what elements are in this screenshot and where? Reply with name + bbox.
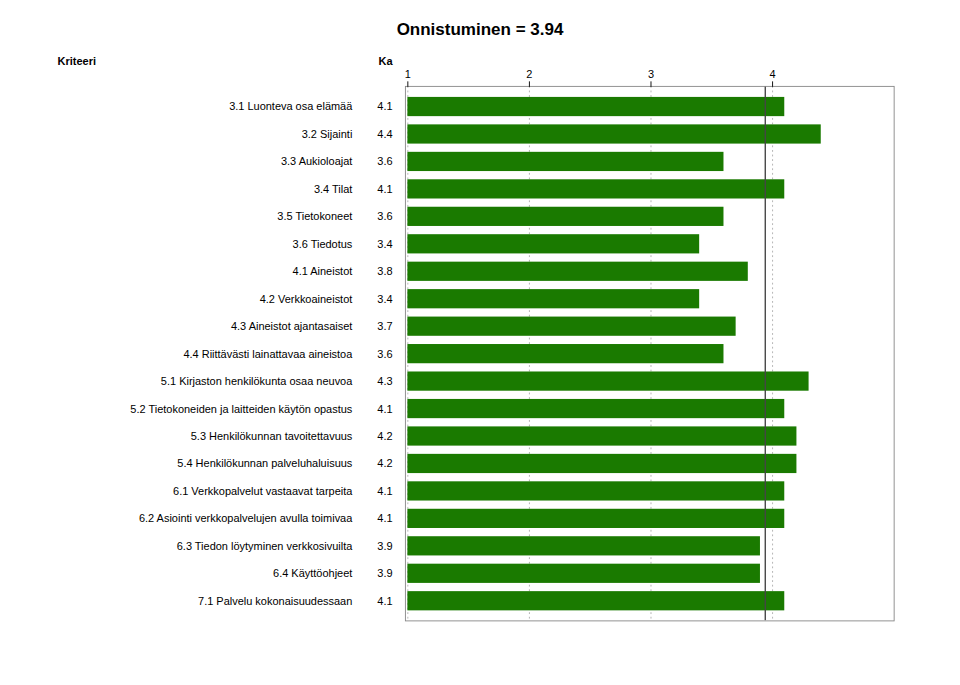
svg-text:7.1 Palvelu kokonaisuudessaan: 7.1 Palvelu kokonaisuudessaan [198,595,352,607]
svg-text:4.1: 4.1 [377,100,392,112]
svg-text:3.2 Sijainti: 3.2 Sijainti [302,128,353,140]
svg-text:3.5 Tietokoneet: 3.5 Tietokoneet [277,210,352,222]
svg-text:4.2 Verkkoaineistot: 4.2 Verkkoaineistot [260,293,353,305]
svg-text:4.1: 4.1 [377,595,392,607]
svg-text:3.4: 3.4 [377,238,392,250]
svg-text:6.4 Käyttöohjeet: 6.4 Käyttöohjeet [273,567,352,579]
svg-text:3: 3 [648,68,654,80]
svg-text:4.1: 4.1 [377,512,392,524]
svg-text:3.1 Luonteva osa elämää: 3.1 Luonteva osa elämää [229,100,353,112]
svg-text:3.9: 3.9 [377,567,392,579]
svg-text:5.2 Tietokoneiden ja laitteide: 5.2 Tietokoneiden ja laitteiden käytön o… [130,403,352,415]
svg-text:4: 4 [770,68,776,80]
svg-text:3.6: 3.6 [377,210,392,222]
svg-text:3.3 Aukioloajat: 3.3 Aukioloajat [281,155,352,167]
svg-text:4.3: 4.3 [377,375,392,387]
svg-text:4.3 Aineistot ajantasaiset: 4.3 Aineistot ajantasaiset [231,320,352,332]
svg-text:5.1 Kirjaston henkilökunta osa: 5.1 Kirjaston henkilökunta osaa neuvoa [161,375,353,387]
svg-text:3.4 Tilat: 3.4 Tilat [314,183,352,195]
svg-text:5.3 Henkilökunnan tavoitettavu: 5.3 Henkilökunnan tavoitettavuus [191,430,353,442]
svg-text:4.1: 4.1 [377,183,392,195]
svg-text:3.6 Tiedotus: 3.6 Tiedotus [293,238,353,250]
svg-text:Kriteeri: Kriteeri [58,55,96,67]
svg-text:4.1: 4.1 [377,485,392,497]
svg-text:2: 2 [526,68,532,80]
svg-text:4.1 Aineistot: 4.1 Aineistot [293,265,353,277]
html-text:Onnistuminen = 3.94: Onnistuminen = 3.94 [396,20,564,39]
svg-text:4.2: 4.2 [377,430,392,442]
svg-text:3.9: 3.9 [377,540,392,552]
svg-text:4.4 Riittävästi lainattavaa ai: 4.4 Riittävästi lainattavaa aineistoa [183,348,353,360]
svg-text:5.4 Henkilökunnan palveluhalui: 5.4 Henkilökunnan palveluhaluisuus [177,457,353,469]
svg-text:4.1: 4.1 [377,403,392,415]
svg-text:1: 1 [405,68,411,80]
svg-text:3.6: 3.6 [377,348,392,360]
svg-text:3.6: 3.6 [377,155,392,167]
svg-text:3.7: 3.7 [377,320,392,332]
svg-text:4.2: 4.2 [377,457,392,469]
svg-text:6.3 Tiedon löytyminen verkkosi: 6.3 Tiedon löytyminen verkkosivuilta [177,540,353,552]
svg-text:4.4: 4.4 [377,128,392,140]
svg-text:6.1 Verkkopalvelut vastaavat t: 6.1 Verkkopalvelut vastaavat tarpeita [173,485,353,497]
svg-text:6.2 Asiointi verkkopalvelujen: 6.2 Asiointi verkkopalvelujen avulla toi… [139,512,353,524]
svg-text:Ka: Ka [379,55,394,67]
svg-text:3.8: 3.8 [377,265,392,277]
svg-text:3.4: 3.4 [377,293,392,305]
